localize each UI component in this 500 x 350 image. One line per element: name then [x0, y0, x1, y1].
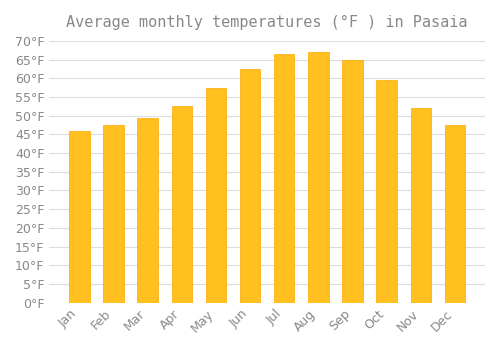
Bar: [172, 106, 192, 303]
Bar: [342, 60, 363, 303]
Bar: [410, 108, 431, 303]
Bar: [444, 125, 465, 303]
Bar: [240, 69, 260, 303]
Bar: [376, 80, 397, 303]
Bar: [69, 131, 89, 303]
Bar: [138, 118, 158, 303]
Bar: [206, 88, 226, 303]
Title: Average monthly temperatures (°F ) in Pasaia: Average monthly temperatures (°F ) in Pa…: [66, 15, 468, 30]
Bar: [104, 125, 124, 303]
Bar: [308, 52, 328, 303]
Bar: [274, 54, 294, 303]
